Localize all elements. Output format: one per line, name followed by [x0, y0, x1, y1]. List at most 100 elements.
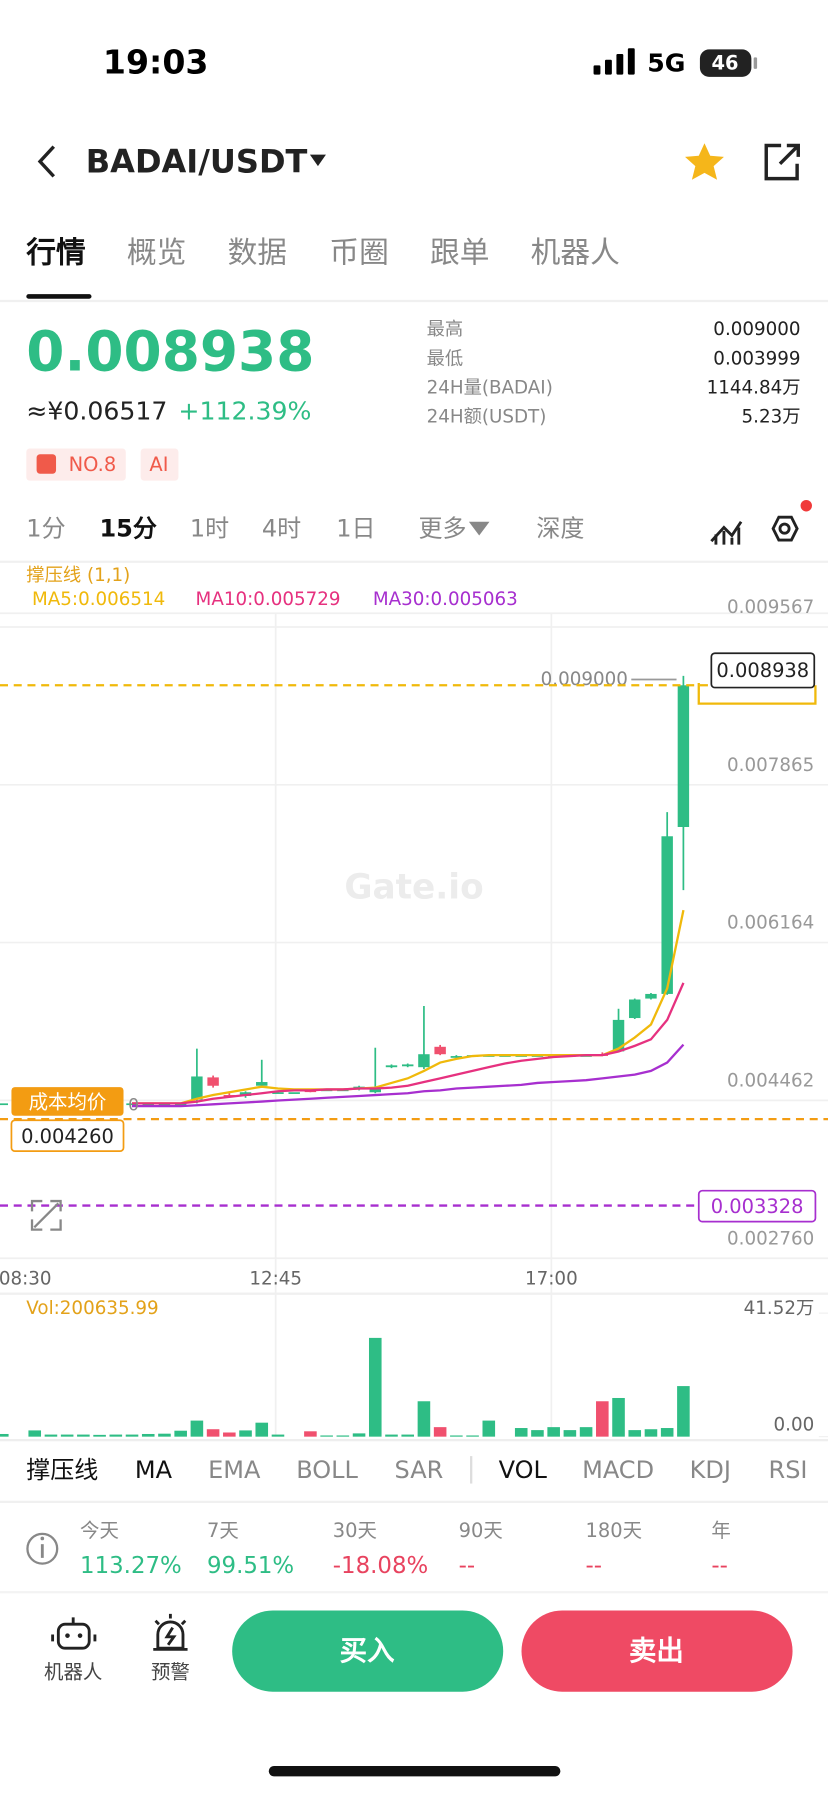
- indicator-tab[interactable]: EMA: [208, 1456, 261, 1484]
- x-tick-label: 12:45: [249, 1268, 302, 1289]
- period-change: 113.27%: [80, 1553, 182, 1579]
- tab[interactable]: 机器人: [531, 235, 620, 270]
- x-tick-label: 08:30: [0, 1268, 52, 1289]
- volume-bar: [401, 1434, 414, 1437]
- support-box: [697, 1189, 817, 1223]
- volume-bar: [336, 1435, 350, 1437]
- volume-bar: [466, 1435, 479, 1437]
- indicator-tab[interactable]: MACD: [582, 1456, 654, 1484]
- back-button[interactable]: [37, 145, 56, 178]
- tab[interactable]: 跟单: [430, 235, 489, 270]
- period-label: 180天: [586, 1519, 643, 1542]
- volume-label: Vol:200635.99: [26, 1298, 158, 1319]
- interval-tab[interactable]: 4时: [262, 515, 301, 543]
- network-type: 5G: [647, 49, 685, 78]
- more-dropdown[interactable]: [468, 521, 490, 536]
- fullscreen-icon[interactable]: [30, 1199, 62, 1231]
- chart-type-icon[interactable]: [710, 520, 743, 545]
- volume-bar: [28, 1430, 42, 1437]
- volume-bar: [190, 1420, 204, 1437]
- interval-tab[interactable]: 1分: [26, 515, 65, 543]
- volume-bar: [368, 1337, 382, 1437]
- indicator-tab[interactable]: KDJ: [690, 1456, 731, 1484]
- period-change: -18.08%: [333, 1553, 428, 1579]
- ma-line: [131, 1043, 685, 1108]
- cost-value: 0.004260: [21, 1125, 114, 1148]
- volume-bar: [141, 1433, 155, 1437]
- tab-underline: [26, 294, 92, 299]
- indicator-tab[interactable]: VOL: [499, 1456, 548, 1484]
- home-indicator: [268, 1766, 561, 1777]
- buy-label[interactable]: 买入: [340, 1636, 395, 1667]
- robot-icon[interactable]: [51, 1617, 97, 1650]
- volume-bar: [255, 1422, 269, 1437]
- stat-value: 1144.84万: [707, 377, 801, 398]
- pair-dropdown[interactable]: [309, 154, 326, 167]
- stat-label: 24H额(USDT): [427, 407, 547, 428]
- last-price-box: [710, 652, 816, 689]
- performance: 今天 113.27% 7天 99.51% 30天 -18.08% 90天 -- 180天 -- 年 -…: [80, 1519, 731, 1579]
- candle-body: [272, 1092, 284, 1094]
- sell-button[interactable]: [521, 1610, 793, 1692]
- interval-tabs: 1分 15分 1时 4时 1日 更多 深度: [26, 515, 584, 543]
- alert-icon[interactable]: [153, 1613, 188, 1651]
- interval-tab[interactable]: 1时: [190, 515, 229, 543]
- cny-price: ≈¥0.06517: [26, 396, 167, 425]
- volume-bar: [482, 1420, 496, 1437]
- volume-bar: [320, 1435, 333, 1437]
- stat-label: 最高: [427, 319, 464, 340]
- signal-icon: [593, 48, 635, 75]
- volume-bar: [77, 1434, 90, 1437]
- battery-icon: [699, 49, 752, 77]
- indicator-tab[interactable]: 撑压线: [26, 1456, 98, 1484]
- volume-bar: [628, 1430, 642, 1437]
- buy-button[interactable]: [232, 1610, 504, 1692]
- candle-body: [401, 1064, 414, 1067]
- period-label: 年: [711, 1519, 730, 1542]
- high-marker-label: 0.009000: [541, 669, 628, 690]
- volume-bar: [563, 1430, 577, 1437]
- y-tick-label: 0.002760: [727, 1228, 814, 1249]
- ma-line: [131, 982, 685, 1105]
- info-icon[interactable]: [26, 1532, 59, 1565]
- volume-chart: 41.52万 0.00: [0, 1298, 828, 1438]
- robot-label[interactable]: 机器人: [44, 1661, 102, 1684]
- volume-bar: [596, 1401, 609, 1437]
- interval-tab[interactable]: 1日: [336, 515, 375, 543]
- rank-icon: [36, 454, 57, 474]
- indicator-tab[interactable]: SAR: [395, 1456, 444, 1484]
- indicator-tab[interactable]: MA: [135, 1456, 173, 1484]
- stat-value: 5.23万: [742, 407, 801, 428]
- pair-title[interactable]: BADAI/USDT: [86, 142, 308, 180]
- interval-tab[interactable]: 更多: [419, 515, 467, 543]
- volume-bar: [271, 1434, 285, 1437]
- volume-bar: [109, 1434, 123, 1437]
- indicator-tab[interactable]: BOLL: [296, 1456, 358, 1484]
- stat-value: 0.009000: [713, 319, 800, 340]
- volume-bar: [223, 1432, 236, 1437]
- y-tick-label: 0.004462: [727, 1070, 814, 1091]
- settings-icon[interactable]: [771, 515, 799, 542]
- interval-tab[interactable]: 深度: [536, 515, 584, 543]
- tab[interactable]: 概览: [127, 235, 186, 270]
- share-button[interactable]: [764, 143, 800, 181]
- volume-bar: [304, 1431, 317, 1437]
- candle-body: [385, 1065, 398, 1068]
- indicator-tabs: 撑压线 MA EMA BOLL SAR VOL MACD KDJ RSI: [26, 1456, 807, 1484]
- alert-label[interactable]: 预警: [151, 1661, 190, 1684]
- volume-bar: [677, 1386, 690, 1437]
- interval-tab[interactable]: 15分: [99, 515, 156, 543]
- indicator-tab[interactable]: RSI: [769, 1456, 808, 1484]
- candle-body: [450, 1056, 463, 1058]
- tab[interactable]: 行情: [25, 235, 85, 270]
- tab[interactable]: 币圈: [329, 235, 388, 270]
- favorite-star[interactable]: [685, 143, 724, 180]
- period-change: --: [459, 1553, 476, 1579]
- legend-entry: MA10:0.005729: [196, 589, 341, 610]
- tab[interactable]: 数据: [228, 235, 287, 270]
- period-label: 90天: [459, 1519, 503, 1542]
- sell-label[interactable]: 卖出: [629, 1636, 684, 1667]
- candlestick-chart: 0.009567 0.007865 0.006164 0.004462 0.002760…: [0, 589, 828, 1437]
- rank-text: NO.8: [69, 453, 117, 476]
